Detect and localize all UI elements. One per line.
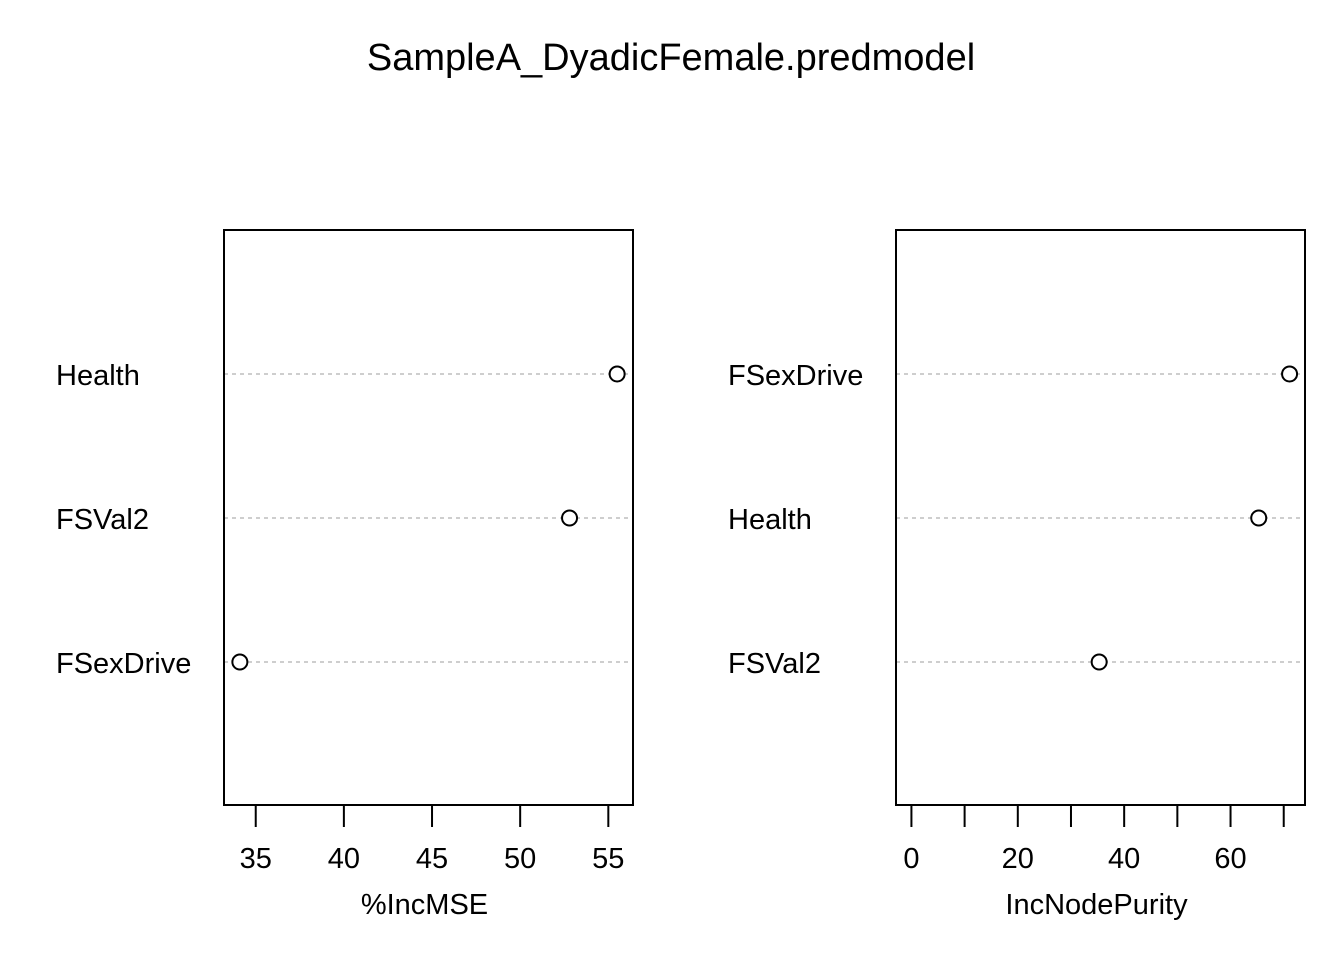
- x-axis-title-incnodepurity: IncNodePurity: [1005, 889, 1188, 921]
- point-incmse-fsval2: [561, 509, 579, 527]
- row-label-incnodepurity-fsexdrive: FSexDrive: [728, 360, 863, 392]
- point-incmse-fsexdrive: [231, 653, 249, 671]
- row-label-incmse-fsexdrive: FSexDrive: [56, 648, 191, 680]
- x-axis-title-incmse: %IncMSE: [361, 889, 488, 921]
- point-incnodepurity-fsexdrive: [1281, 365, 1299, 383]
- row-label-incnodepurity-health: Health: [728, 504, 812, 536]
- x-tick-label-incmse-45: 45: [416, 843, 448, 875]
- x-tick-label-incnodepurity-20: 20: [1002, 843, 1034, 875]
- point-incnodepurity-fsval2: [1090, 653, 1108, 671]
- point-incnodepurity-health: [1250, 509, 1268, 527]
- x-tick-label-incmse-50: 50: [504, 843, 536, 875]
- panel-incnodepurity: FSexDrive Health FSVal2 0 20 40 60 IncNodePurit…: [728, 229, 1306, 921]
- x-tick-label-incnodepurity-40: 40: [1108, 843, 1140, 875]
- row-label-incnodepurity-fsval2: FSVal2: [728, 648, 821, 680]
- main-title: SampleA_DyadicFemale.predmodel: [367, 37, 975, 79]
- row-label-incmse-health: Health: [56, 360, 140, 392]
- panel-incmse: Health FSVal2 FSexDrive 35 40 45 50 55 %IncMSE: [56, 229, 634, 921]
- point-incmse-health: [608, 365, 626, 383]
- x-tick-label-incmse-35: 35: [240, 843, 272, 875]
- x-tick-label-incnodepurity-0: 0: [903, 843, 919, 875]
- row-label-incmse-fsval2: FSVal2: [56, 504, 149, 536]
- x-tick-label-incnodepurity-60: 60: [1214, 843, 1246, 875]
- x-tick-label-incmse-40: 40: [328, 843, 360, 875]
- x-tick-label-incmse-55: 55: [592, 843, 624, 875]
